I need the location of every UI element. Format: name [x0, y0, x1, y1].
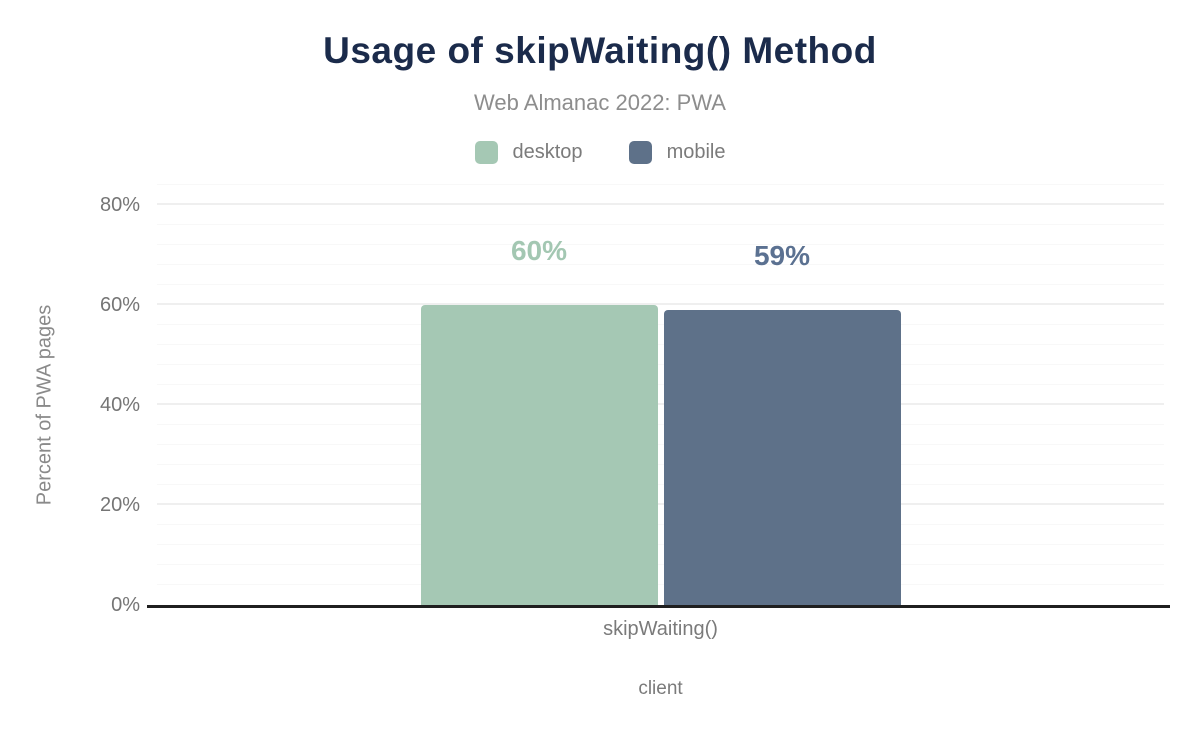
y-tick-label: 80%: [99, 194, 140, 216]
x-axis-title: client: [638, 678, 683, 699]
minor-gridline: [157, 484, 1164, 485]
minor-gridline: [157, 524, 1164, 525]
minor-gridline: [157, 544, 1164, 545]
y-tick-label: 60%: [99, 294, 140, 316]
major-gridline: [157, 303, 1164, 305]
y-tick-label: 20%: [99, 494, 140, 516]
minor-gridline: [157, 264, 1164, 265]
y-axis-ticks: 0% 20% 40% 60% 80%: [0, 185, 140, 616]
legend-item-mobile: mobile: [628, 141, 726, 164]
minor-gridline: [157, 424, 1164, 425]
mobile-swatch-icon: [628, 141, 652, 164]
x-tick-label: skipWaiting(): [603, 618, 718, 640]
bar-value-desktop: 60%: [510, 235, 568, 266]
major-gridline: [157, 203, 1164, 205]
minor-gridline: [157, 324, 1164, 325]
minor-gridline: [157, 564, 1164, 565]
plot-area: 60% 59%: [147, 184, 1170, 608]
major-gridline: [157, 403, 1164, 405]
chart-title: Usage of skipWaiting() Method: [323, 30, 877, 71]
minor-gridline: [157, 584, 1164, 585]
legend-item-desktop: desktop: [474, 141, 583, 164]
minor-gridline: [157, 224, 1164, 225]
legend: desktop mobile: [0, 141, 1200, 164]
x-axis-line: [147, 605, 1170, 608]
minor-gridline: [157, 384, 1164, 385]
legend-label-desktop: desktop: [512, 141, 583, 163]
bar-mobile: [663, 310, 901, 605]
y-tick-label: 40%: [99, 394, 140, 416]
minor-gridline: [157, 444, 1164, 445]
minor-gridline: [157, 344, 1164, 345]
minor-gridline: [157, 464, 1164, 465]
minor-gridline: [157, 364, 1164, 365]
chart-subtitle: Web Almanac 2022: PWA: [474, 90, 726, 115]
bar-desktop: [420, 305, 658, 605]
desktop-swatch-icon: [474, 141, 498, 164]
legend-label-mobile: mobile: [666, 141, 726, 163]
major-gridline: [157, 503, 1164, 505]
bar-value-mobile: 59%: [753, 240, 811, 271]
minor-gridline: [157, 284, 1164, 285]
y-tick-label: 0%: [111, 594, 140, 616]
minor-gridline: [157, 244, 1164, 245]
minor-gridline: [157, 184, 1164, 185]
